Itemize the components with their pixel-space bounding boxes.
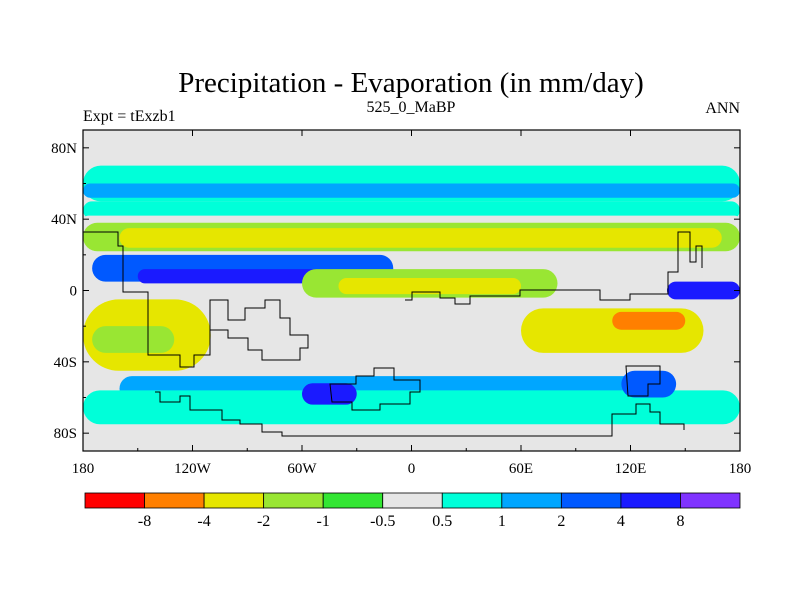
contour-band-3	[83, 201, 740, 220]
x-tick-label: 60W	[287, 461, 317, 477]
y-tick-label: 80S	[54, 426, 77, 442]
x-tick-label: 120E	[615, 461, 647, 477]
contour-band-19	[667, 281, 740, 300]
colorbar-label: -0.5	[370, 513, 395, 530]
colorbar-swatch	[144, 492, 205, 509]
x-axis: 180 120W 60W 0 60E 120E 180	[72, 130, 752, 477]
colorbar-label: 4	[617, 513, 625, 530]
x-tick-label: 120W	[174, 461, 212, 477]
contour-band-10	[338, 278, 521, 295]
x-tick-label: 0	[408, 461, 416, 477]
colorbar-swatch	[680, 492, 741, 509]
contour-band-8	[137, 269, 339, 284]
contour-band-6	[119, 228, 722, 248]
chart-title: Precipitation - Evaporation (in mm/day)	[178, 67, 644, 99]
x-tick-label: 180	[729, 461, 752, 477]
colorbar-label: -1	[317, 513, 330, 530]
colorbar-label: 0.5	[432, 513, 452, 530]
colorbar-label: -8	[138, 513, 151, 530]
colorbar-label: 8	[676, 513, 684, 530]
colorbar-swatch	[382, 492, 443, 509]
y-tick-label: 40N	[51, 212, 77, 228]
contour-band-12	[92, 326, 175, 353]
colorbar-swatch	[560, 492, 622, 509]
colorbar-swatch	[441, 492, 503, 509]
contour-band-14	[612, 311, 686, 330]
y-axis: 80N 40N 0 40S 80S	[51, 141, 740, 442]
contour-band-17	[302, 383, 357, 405]
x-tick-label: 60E	[509, 461, 533, 477]
contour-band-2	[83, 183, 740, 198]
colorbar-label: -4	[197, 513, 210, 530]
colorbar-label: 2	[557, 513, 565, 530]
colorbar-label: 1	[498, 513, 506, 530]
continent-outline-islands	[329, 365, 661, 411]
colorbar-swatch	[501, 492, 562, 509]
continent-outline-south	[155, 391, 685, 437]
contour-band-0	[83, 154, 740, 166]
colorbar-label: -2	[257, 513, 270, 530]
continent-outline-west	[83, 231, 309, 368]
x-tick-label: 180	[72, 461, 95, 477]
y-tick-label: 40S	[54, 355, 77, 371]
continent-outlines	[83, 231, 703, 437]
colorbar-swatch	[620, 492, 681, 509]
contour-band-16	[83, 390, 740, 425]
season-label: ANN	[705, 100, 740, 117]
colorbar-swatch	[84, 492, 145, 509]
continent-outline-central	[405, 231, 703, 305]
map-area	[82, 129, 741, 452]
y-tick-label: 80N	[51, 141, 77, 157]
experiment-label: Expt = tExzb1	[83, 108, 176, 125]
colorbar-swatch	[203, 492, 265, 509]
y-tick-label: 0	[70, 284, 78, 300]
colorbar-swatch	[322, 492, 384, 509]
contour-fill-layer	[83, 154, 740, 425]
colorbar-swatch	[263, 492, 324, 509]
colorbar: -8 -4 -2 -1 -0.5 0.5 1 2 4 8	[84, 492, 741, 530]
period-label: 525_0_MaBP	[367, 99, 456, 116]
